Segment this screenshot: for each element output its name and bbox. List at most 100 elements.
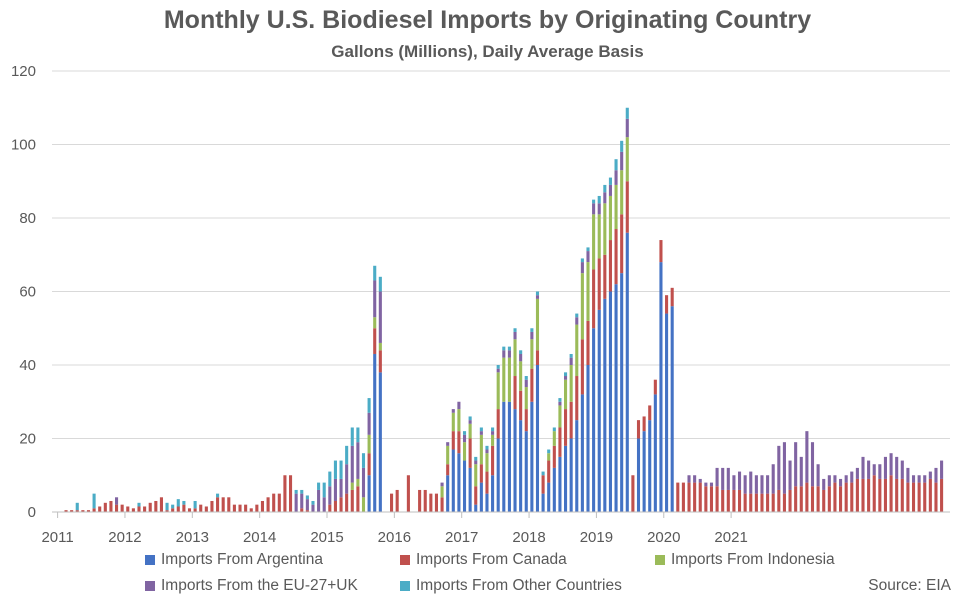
- bar-segment: [777, 489, 781, 512]
- bar-segment: [760, 493, 764, 513]
- bar-segment: [687, 482, 691, 512]
- legend-item-eu: Imports From the EU-27+UK: [145, 577, 358, 595]
- bar-segment: [468, 467, 472, 512]
- bar-segment: [502, 350, 506, 358]
- bar-segment: [333, 500, 337, 512]
- bar-segment: [468, 416, 472, 421]
- bar-segment: [193, 500, 197, 509]
- bar-segment: [586, 247, 590, 252]
- bar-segment: [620, 273, 624, 513]
- bar-segment: [474, 504, 478, 512]
- bar-segment: [187, 508, 192, 512]
- bar-segment: [597, 258, 601, 310]
- legend-item-indonesia: Imports From Indonesia: [655, 551, 835, 569]
- x-tick-label: 2019: [580, 529, 613, 546]
- bar-segment: [468, 423, 472, 439]
- bar-segment: [288, 475, 293, 512]
- bar-segment: [524, 409, 528, 432]
- bar-segment: [839, 486, 843, 512]
- bar-segment: [519, 350, 523, 354]
- bar-segment: [373, 280, 377, 318]
- bar-segment: [575, 376, 579, 421]
- bar-segment: [367, 398, 371, 413]
- bar-segment: [182, 504, 186, 512]
- bar-segment: [216, 493, 220, 498]
- bar-segment: [777, 445, 781, 490]
- bar-segment: [294, 489, 298, 494]
- bar-segment: [552, 467, 556, 512]
- bar-segment: [373, 265, 377, 281]
- bar-segment: [737, 489, 742, 512]
- bar-segment: [620, 151, 624, 171]
- bar-segment: [98, 506, 102, 512]
- bar-segment: [479, 482, 483, 512]
- bar-segment: [608, 177, 612, 185]
- bar-segment: [575, 420, 579, 513]
- bar-segment: [479, 434, 483, 465]
- bar-segment: [165, 502, 169, 511]
- bar-segment: [917, 482, 921, 512]
- x-tick-label: 2016: [378, 529, 411, 546]
- bar-segment: [423, 489, 427, 512]
- bar-segment: [255, 504, 259, 512]
- bar-segment: [665, 313, 669, 512]
- bar-segment: [479, 431, 483, 435]
- bar-segment: [586, 262, 590, 321]
- bar-segment: [462, 460, 467, 512]
- bar-segment: [193, 508, 197, 512]
- bar-segment: [317, 489, 321, 512]
- bar-segment: [266, 497, 270, 512]
- bar-segment: [670, 287, 674, 307]
- bar-segment: [782, 442, 786, 494]
- bar-segment: [620, 140, 624, 152]
- bar-segment: [210, 500, 214, 512]
- bar-segment: [524, 387, 528, 410]
- bar-segment: [507, 357, 511, 402]
- bar-segment: [491, 434, 495, 446]
- bar-segment: [496, 365, 500, 369]
- bar-segment: [614, 184, 618, 230]
- bar-segment: [698, 478, 702, 483]
- y-tick-label: 120: [11, 63, 36, 80]
- legend-label-argentina: Imports From Argentina: [161, 551, 323, 568]
- bar-segment: [491, 431, 495, 435]
- bar-segment: [159, 497, 163, 512]
- bar-segment: [446, 442, 450, 446]
- bar-segment: [580, 394, 584, 512]
- bar-segment: [143, 506, 147, 512]
- bar-segment: [816, 464, 820, 487]
- bar-segment: [822, 489, 826, 512]
- bar-segment: [294, 493, 298, 513]
- bar-segment: [934, 482, 938, 512]
- bar-segment: [940, 478, 944, 512]
- bar-segment: [552, 431, 556, 446]
- bar-segment: [64, 510, 68, 512]
- bar-segment: [305, 495, 309, 500]
- y-tick-label: 40: [19, 357, 36, 374]
- bar-segment: [911, 482, 916, 512]
- x-tick-label: 2020: [647, 529, 680, 546]
- bar-segment: [350, 482, 354, 490]
- bar-segment: [232, 504, 236, 512]
- bar-segment: [895, 478, 899, 512]
- legend-label-other: Imports From Other Countries: [416, 577, 622, 594]
- bar-segment: [850, 482, 854, 512]
- bar-segment: [614, 229, 618, 285]
- bar-segment: [805, 431, 809, 483]
- bar-segment: [126, 506, 130, 512]
- bar-segment: [564, 445, 568, 512]
- bar-segment: [771, 464, 775, 494]
- bar-segment: [524, 376, 528, 380]
- bar-segment: [367, 453, 371, 476]
- bar-segment: [485, 445, 489, 450]
- bar-segment: [900, 460, 904, 479]
- bar-segment: [721, 489, 725, 512]
- bar-segment: [535, 298, 540, 351]
- bar-segment: [569, 401, 573, 439]
- legend-swatch-eu: [145, 581, 155, 591]
- bar-segment: [300, 493, 304, 509]
- bar-segment: [653, 379, 657, 395]
- bar-segment: [530, 328, 534, 332]
- bar-segment: [693, 482, 697, 512]
- bar-segment: [715, 467, 719, 487]
